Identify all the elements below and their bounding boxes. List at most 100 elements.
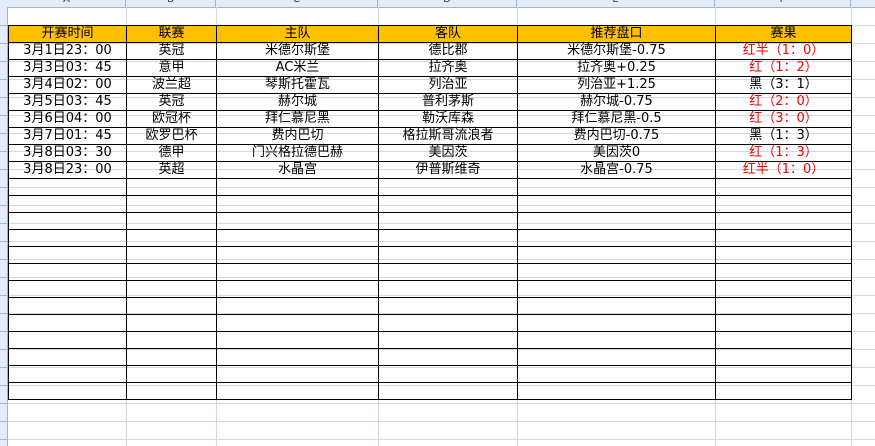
empty-cell[interactable] bbox=[8, 212, 127, 230]
cell-league[interactable]: 德甲 bbox=[126, 144, 217, 162]
header-cell-league[interactable]: 联赛 bbox=[126, 25, 217, 43]
cell-time[interactable]: 3月7日01：45 bbox=[8, 127, 127, 145]
empty-cell[interactable] bbox=[126, 382, 217, 400]
empty-cell[interactable] bbox=[517, 365, 716, 383]
cell-pick[interactable]: 费内巴切-0.75 bbox=[517, 127, 716, 145]
empty-cell[interactable] bbox=[715, 229, 852, 247]
cell-time[interactable]: 3月8日23：00 bbox=[8, 161, 127, 179]
cell-home[interactable]: 赫尔城 bbox=[216, 93, 379, 111]
cell-home[interactable]: 费内巴切 bbox=[216, 127, 379, 145]
empty-cell[interactable] bbox=[378, 195, 518, 213]
cell-time[interactable]: 3月5日03：45 bbox=[8, 93, 127, 111]
empty-cell[interactable] bbox=[715, 263, 852, 281]
cell-pick[interactable]: 拉齐奥+0.25 bbox=[517, 59, 716, 77]
cell-result[interactable]: 黑（3：1） bbox=[715, 76, 852, 94]
column-header-b[interactable]: B bbox=[126, 0, 216, 7]
cell-pick[interactable]: 拜仁慕尼黑-0.5 bbox=[517, 110, 716, 128]
cell-time[interactable]: 3月4日02：00 bbox=[8, 76, 127, 94]
cell-away[interactable]: 格拉斯哥流浪者 bbox=[378, 127, 518, 145]
empty-cell[interactable] bbox=[715, 382, 852, 400]
empty-cell[interactable] bbox=[126, 263, 217, 281]
cell-away[interactable]: 勒沃库森 bbox=[378, 110, 518, 128]
empty-cell[interactable] bbox=[8, 229, 127, 247]
empty-cell[interactable] bbox=[517, 382, 716, 400]
empty-cell[interactable] bbox=[378, 178, 518, 196]
empty-cell[interactable] bbox=[378, 331, 518, 349]
column-header-d[interactable]: D bbox=[378, 0, 517, 7]
empty-cell[interactable] bbox=[517, 331, 716, 349]
empty-cell[interactable] bbox=[715, 178, 852, 196]
empty-cell[interactable] bbox=[126, 178, 217, 196]
empty-cell[interactable] bbox=[8, 365, 127, 383]
empty-cell[interactable] bbox=[216, 229, 379, 247]
empty-cell[interactable] bbox=[715, 348, 852, 366]
empty-cell[interactable] bbox=[8, 263, 127, 281]
empty-cell[interactable] bbox=[8, 195, 127, 213]
cell-time[interactable]: 3月3日03：45 bbox=[8, 59, 127, 77]
cell-pick[interactable]: 赫尔城-0.75 bbox=[517, 93, 716, 111]
empty-cell[interactable] bbox=[517, 195, 716, 213]
cell-home[interactable]: 拜仁慕尼黑 bbox=[216, 110, 379, 128]
empty-cell[interactable] bbox=[378, 263, 518, 281]
empty-cell[interactable] bbox=[216, 348, 379, 366]
empty-cell[interactable] bbox=[216, 246, 379, 264]
empty-cell[interactable] bbox=[517, 229, 716, 247]
cell-pick[interactable]: 水晶宫-0.75 bbox=[517, 161, 716, 179]
empty-cell[interactable] bbox=[378, 382, 518, 400]
empty-cell[interactable] bbox=[126, 280, 217, 298]
empty-cell[interactable] bbox=[216, 212, 379, 230]
empty-cell[interactable] bbox=[126, 314, 217, 332]
empty-cell[interactable] bbox=[715, 212, 852, 230]
cell-result[interactable]: 红半（1：0） bbox=[715, 42, 852, 60]
empty-cell[interactable] bbox=[715, 365, 852, 383]
cell-away[interactable]: 美因茨 bbox=[378, 144, 518, 162]
empty-cell[interactable] bbox=[378, 314, 518, 332]
empty-cell[interactable] bbox=[216, 280, 379, 298]
empty-cell[interactable] bbox=[126, 297, 217, 315]
cell-away[interactable]: 伊普斯维奇 bbox=[378, 161, 518, 179]
empty-cell[interactable] bbox=[216, 365, 379, 383]
cell-league[interactable]: 意甲 bbox=[126, 59, 217, 77]
empty-cell[interactable] bbox=[715, 297, 852, 315]
header-cell-away[interactable]: 客队 bbox=[378, 25, 518, 43]
cell-result[interactable]: 红（2：0） bbox=[715, 93, 852, 111]
cell-pick[interactable]: 列治亚+1.25 bbox=[517, 76, 716, 94]
cell-pick[interactable]: 美因茨0 bbox=[517, 144, 716, 162]
cell-league[interactable]: 波兰超 bbox=[126, 76, 217, 94]
empty-cell[interactable] bbox=[216, 178, 379, 196]
cell-home[interactable]: 门兴格拉德巴赫 bbox=[216, 144, 379, 162]
empty-cell[interactable] bbox=[8, 297, 127, 315]
header-cell-result[interactable]: 赛果 bbox=[715, 25, 852, 43]
cell-home[interactable]: 米德尔斯堡 bbox=[216, 42, 379, 60]
empty-cell[interactable] bbox=[378, 348, 518, 366]
header-cell-pick[interactable]: 推荐盘口 bbox=[517, 25, 716, 43]
empty-cell[interactable] bbox=[216, 314, 379, 332]
empty-cell[interactable] bbox=[126, 229, 217, 247]
cell-time[interactable]: 3月6日04：00 bbox=[8, 110, 127, 128]
column-header-f[interactable]: F bbox=[715, 0, 851, 7]
empty-cell[interactable] bbox=[216, 297, 379, 315]
cell-result[interactable]: 红（1：3） bbox=[715, 144, 852, 162]
empty-cell[interactable] bbox=[715, 314, 852, 332]
empty-cell[interactable] bbox=[517, 348, 716, 366]
cell-home[interactable]: 水晶宫 bbox=[216, 161, 379, 179]
empty-cell[interactable] bbox=[715, 331, 852, 349]
cell-away[interactable]: 列治亚 bbox=[378, 76, 518, 94]
empty-cell[interactable] bbox=[216, 263, 379, 281]
empty-cell[interactable] bbox=[8, 178, 127, 196]
header-cell-time[interactable]: 开赛时间 bbox=[8, 25, 127, 43]
empty-cell[interactable] bbox=[126, 246, 217, 264]
cell-time[interactable]: 3月8日03：30 bbox=[8, 144, 127, 162]
empty-cell[interactable] bbox=[8, 382, 127, 400]
cell-result[interactable]: 红半（1：0） bbox=[715, 161, 852, 179]
empty-cell[interactable] bbox=[517, 246, 716, 264]
empty-cell[interactable] bbox=[126, 331, 217, 349]
cell-time[interactable]: 3月1日23：00 bbox=[8, 42, 127, 60]
empty-cell[interactable] bbox=[715, 195, 852, 213]
empty-cell[interactable] bbox=[378, 229, 518, 247]
cell-home[interactable]: 琴斯托霍瓦 bbox=[216, 76, 379, 94]
column-header-e[interactable]: E bbox=[517, 0, 715, 7]
empty-cell[interactable] bbox=[8, 314, 127, 332]
empty-cell[interactable] bbox=[216, 382, 379, 400]
cell-away[interactable]: 德比郡 bbox=[378, 42, 518, 60]
